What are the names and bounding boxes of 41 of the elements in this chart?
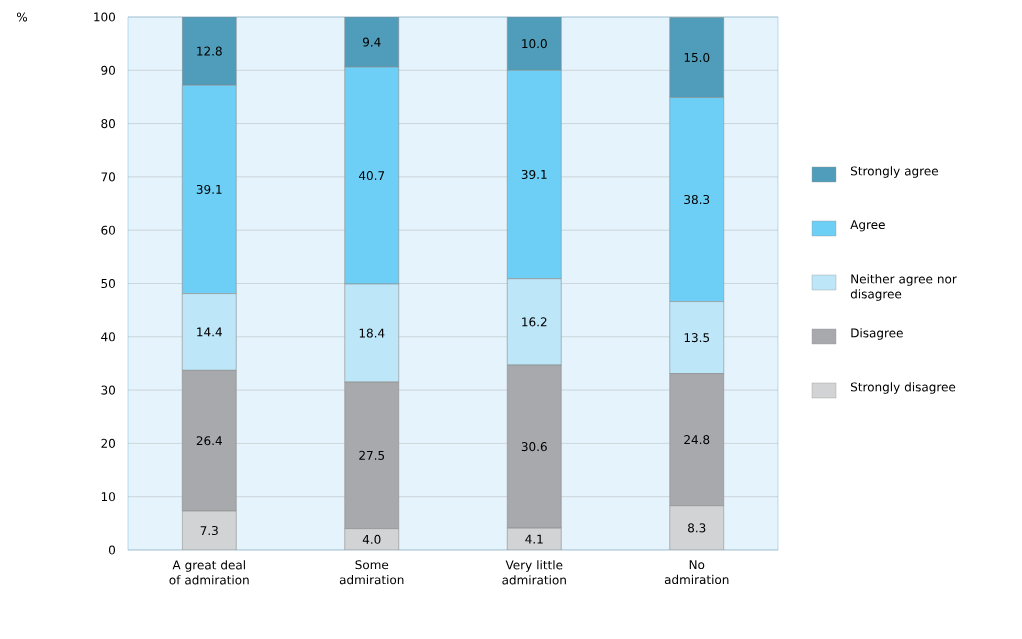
y-tick-label: 50: [101, 278, 116, 289]
data-label: 40.7: [358, 171, 385, 181]
data-label: 15.0: [684, 52, 710, 63]
legend-label: Neither agree nor disagree: [850, 274, 957, 301]
legend-label: Agree: [850, 220, 885, 232]
data-label: 24.8: [684, 435, 710, 445]
legend-label: Disagree: [851, 328, 903, 340]
data-label: 4.0: [362, 534, 381, 544]
data-label: 16.2: [522, 317, 547, 327]
data-label: 8.3: [688, 523, 706, 533]
x-tick-label: A great deal of admiration: [169, 560, 249, 585]
data-label: 7.3: [200, 526, 218, 536]
data-label: 38.3: [684, 195, 710, 205]
y-tick-label: 40: [101, 332, 116, 342]
data-label: 13.5: [684, 333, 710, 343]
data-label: 9.4: [362, 37, 381, 47]
y-tick-label: 60: [101, 225, 116, 235]
data-label: 10.0: [522, 39, 547, 49]
data-label: 12.8: [197, 46, 222, 56]
data-label: 30.6: [521, 442, 547, 452]
data-label: 14.4: [197, 327, 222, 337]
y-tick-label: 20: [101, 438, 116, 448]
data-label: 39.1: [196, 184, 222, 194]
data-label: 26.4: [196, 436, 222, 446]
text: %: [16, 12, 28, 22]
data-label: 27.5: [359, 450, 385, 460]
y-tick-label: 80: [101, 119, 116, 129]
y-tick-label: 70: [101, 172, 116, 182]
y-tick-label: 90: [101, 65, 116, 75]
y-tick-label: 0: [108, 545, 116, 555]
x-tick-label: No admiration: [664, 560, 729, 585]
legend-label: Strongly disagree: [850, 382, 956, 394]
x-tick-label: Some admiration: [339, 560, 404, 585]
y-tick-label: 100: [94, 12, 116, 22]
legend-label: Strongly agree: [850, 166, 938, 178]
y-tick-label: 10: [101, 492, 116, 502]
data-label: 18.4: [359, 328, 385, 338]
data-label: 4.1: [525, 534, 543, 544]
y-tick-label: 30: [101, 385, 116, 395]
x-tick-label: Very little admiration: [502, 560, 566, 585]
data-label: 39.1: [521, 169, 547, 180]
